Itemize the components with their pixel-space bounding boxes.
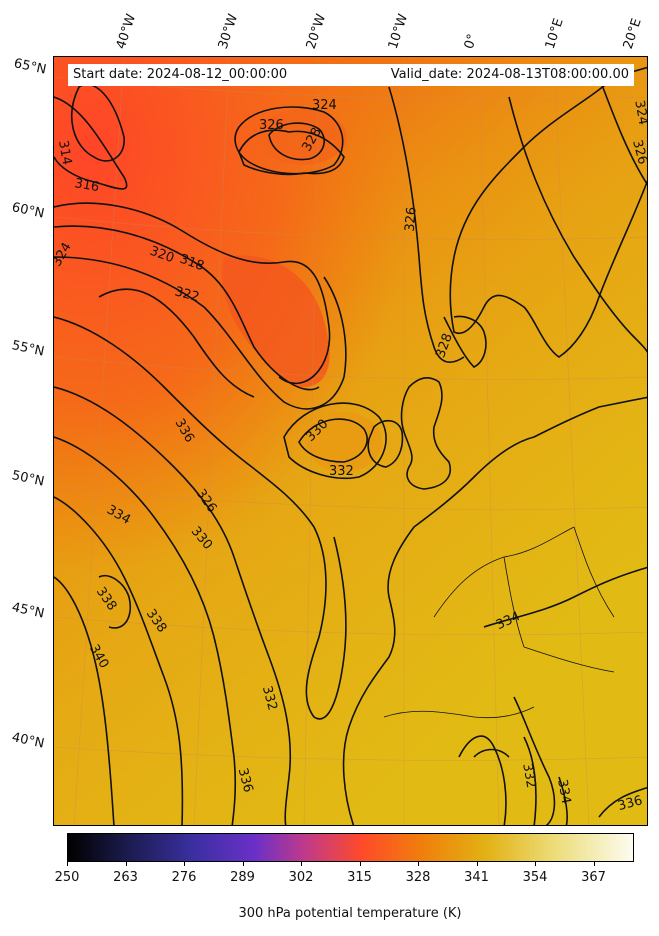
map-area[interactable]: 324 326 328 314 316 318 320 322 324 326 … xyxy=(53,56,648,826)
colorbar-tick xyxy=(535,862,536,866)
colorbar-tick-label: 328 xyxy=(405,870,431,885)
colorbar-tick xyxy=(67,862,68,866)
colorbar-tick xyxy=(593,862,595,866)
contour-label: 324 xyxy=(631,99,648,126)
lon-label: 20°E xyxy=(620,16,645,51)
cold-cell-iceland xyxy=(257,109,347,165)
colorbar-tick-label: 341 xyxy=(464,870,489,885)
contour-label: 326 xyxy=(403,206,420,232)
lon-label: 0° xyxy=(461,32,481,51)
potential-temperature-map: 324 326 328 314 316 318 320 322 324 326 … xyxy=(54,57,648,825)
lon-label: 20°W xyxy=(303,12,330,51)
lat-label: 60°N xyxy=(10,200,46,222)
colorbar-tick xyxy=(184,862,185,866)
colorbar-tick xyxy=(418,862,419,866)
cold-trough xyxy=(222,255,330,387)
colorbar-tick xyxy=(125,862,127,866)
colorbar-tick-label: 367 xyxy=(581,870,606,885)
lat-label: 65°N xyxy=(12,56,48,78)
lon-label: 10°E xyxy=(542,16,567,51)
contour-label: 334 xyxy=(554,778,573,805)
contour-label: 322 xyxy=(173,284,201,305)
colorbar-tick-label: 315 xyxy=(347,870,372,885)
date-info-bar: Start date: 2024-08-12_00:00:00 Valid_da… xyxy=(68,64,634,86)
colorbar-tick-label: 354 xyxy=(522,870,548,885)
coastlines xyxy=(238,66,647,825)
colorbar-tick-label: 250 xyxy=(54,870,80,885)
start-date: Start date: 2024-08-12_00:00:00 xyxy=(73,67,288,82)
colorbar-tick xyxy=(359,862,361,866)
colorbar-gradient xyxy=(68,834,633,861)
colorbar-tick xyxy=(242,862,244,866)
contour-label: 314 xyxy=(55,139,74,166)
colorbar-tick xyxy=(301,862,302,866)
colorbar-tick-label: 263 xyxy=(113,870,138,885)
lon-label: 10°W xyxy=(385,12,412,51)
colorbar-label: 300 hPa potential temperature (K) xyxy=(238,906,462,921)
colorbar-tick-label: 289 xyxy=(230,870,255,885)
lat-label: 55°N xyxy=(10,338,46,360)
lat-label: 40°N xyxy=(10,730,46,752)
contour-label: 316 xyxy=(73,176,100,195)
colorbar-tick xyxy=(476,862,478,866)
lat-label: 50°N xyxy=(10,468,46,490)
contour-label: 332 xyxy=(329,464,354,479)
lat-label: 45°N xyxy=(10,600,46,622)
valid-date: Valid_date: 2024-08-13T08:00:00.00 xyxy=(390,67,629,82)
colorbar-tick-label: 302 xyxy=(288,870,314,885)
contours xyxy=(54,76,647,825)
contour-label: 332 xyxy=(259,684,280,712)
country-borders xyxy=(383,526,615,719)
contour-label: 324 xyxy=(312,98,337,113)
contour-label: 332 xyxy=(519,762,538,789)
contour-label: 336 xyxy=(235,766,256,794)
lon-label: 40°W xyxy=(113,12,140,51)
contour-label: 336 xyxy=(616,793,644,814)
colorbar xyxy=(67,833,634,862)
contour-label: 326 xyxy=(259,118,284,133)
colorbar-tick-label: 276 xyxy=(171,870,197,885)
lon-label: 30°W xyxy=(215,12,242,51)
